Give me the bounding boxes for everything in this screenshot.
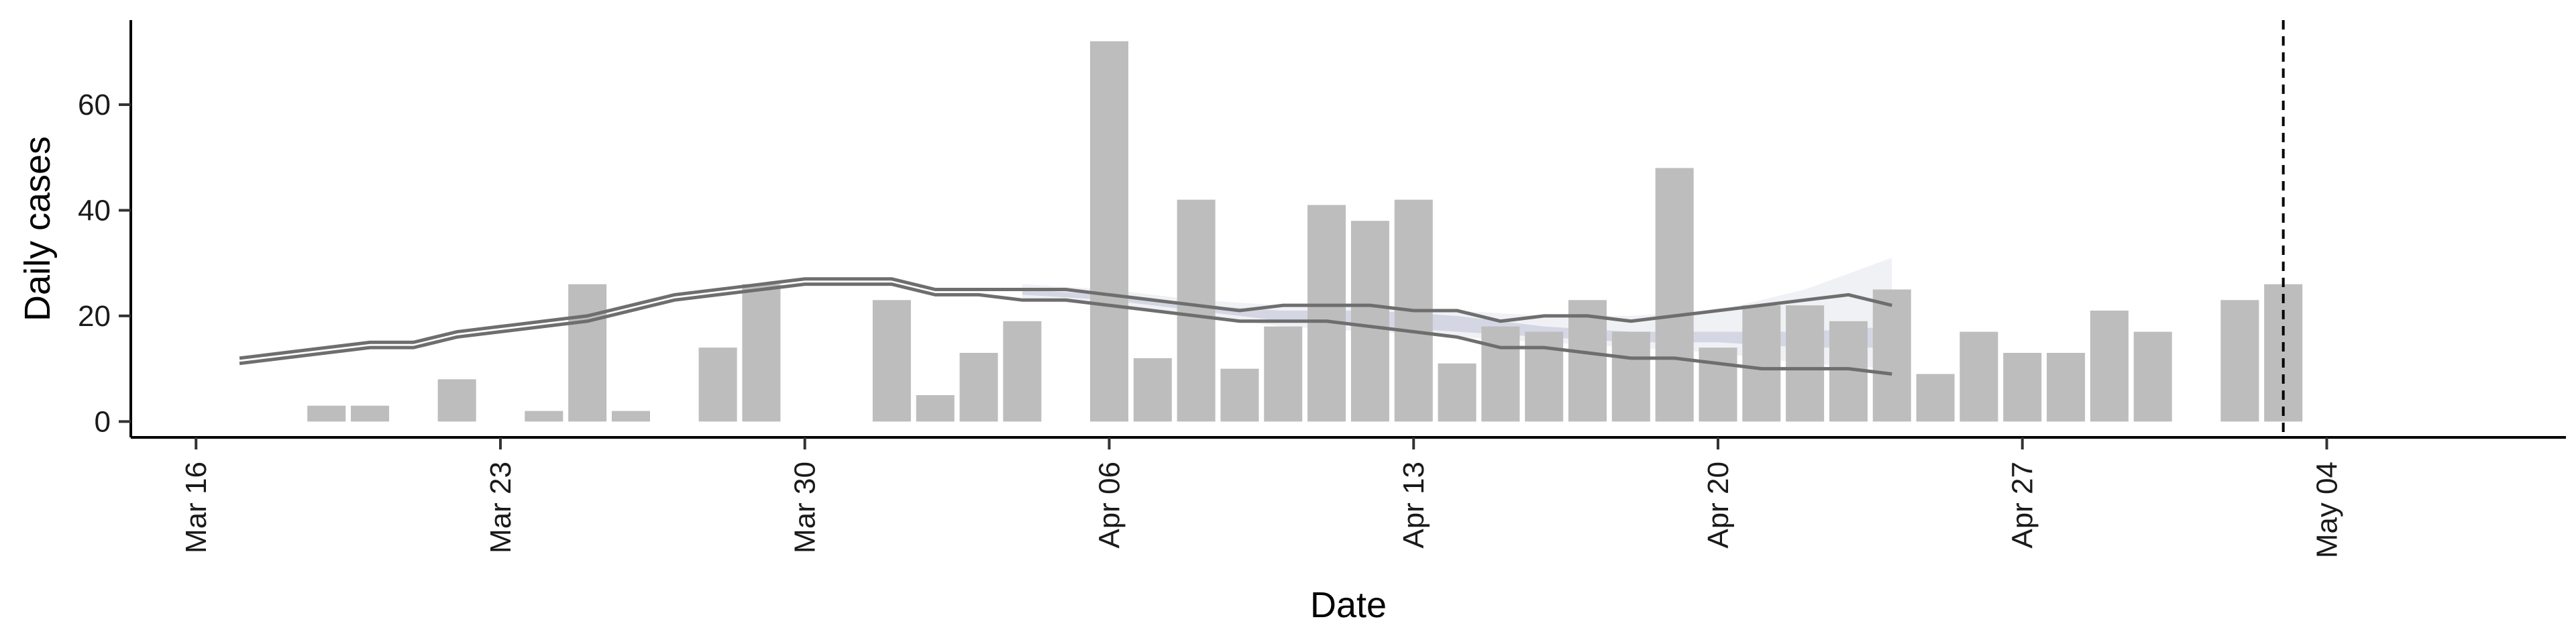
y-axis-title: Daily cases xyxy=(17,136,58,321)
axes: 0 20 40 60 Mar 16 Mar 23 Mar 30 Apr 06 Apr 13 Apr… xyxy=(78,20,2566,558)
bar-apr-02 xyxy=(916,395,955,422)
bar-apr-30 xyxy=(2133,331,2172,422)
y-tick-label: 60 xyxy=(78,89,111,121)
bar-apr-17 xyxy=(1568,300,1607,422)
bar-apr-29 xyxy=(2090,311,2129,422)
x-tick-label: Apr 13 xyxy=(1397,462,1430,549)
bar-apr-08 xyxy=(1177,199,1216,422)
bar-may-02 xyxy=(2220,300,2259,422)
bar-apr-09 xyxy=(1220,368,1259,422)
bar-apr-24 xyxy=(1872,289,1911,422)
bar-mar-24 xyxy=(525,411,564,422)
bar-mar-20 xyxy=(350,405,390,422)
bar-apr-25 xyxy=(1916,374,1955,422)
x-tick-label: Apr 06 xyxy=(1093,462,1126,549)
bar-apr-26 xyxy=(1960,331,1998,422)
trend-line-upper xyxy=(239,277,1892,360)
x-tick-label: Apr 20 xyxy=(1702,462,1735,549)
bar-apr-11 xyxy=(1307,205,1346,422)
bar-mar-25 xyxy=(568,284,607,422)
bar-apr-19 xyxy=(1655,168,1694,422)
x-tick-label: Mar 23 xyxy=(484,462,517,553)
trend-line-lower xyxy=(239,282,1892,376)
bar-mar-26 xyxy=(611,411,650,422)
bar-apr-21 xyxy=(1742,305,1781,422)
bar-apr-06 xyxy=(1089,41,1129,422)
bar-apr-20 xyxy=(1699,347,1737,422)
x-tick-label: Mar 30 xyxy=(789,462,822,553)
bar-apr-03 xyxy=(959,353,998,422)
trend-lines xyxy=(239,20,2285,437)
bar-apr-07 xyxy=(1133,358,1172,422)
bar-may-03 xyxy=(2264,284,2303,422)
y-tick-label: 40 xyxy=(78,194,111,227)
bar-mar-29 xyxy=(742,284,781,422)
bar-apr-10 xyxy=(1264,326,1303,422)
daily-case-bars xyxy=(307,41,2303,422)
bar-apr-14 xyxy=(1438,363,1477,422)
bar-apr-22 xyxy=(1786,305,1825,422)
bar-apr-28 xyxy=(2047,353,2086,422)
x-tick-label: May 04 xyxy=(2310,462,2343,558)
bar-apr-18 xyxy=(1611,331,1650,422)
bar-apr-12 xyxy=(1350,221,1389,422)
y-tick-label: 20 xyxy=(78,300,111,333)
bar-apr-01 xyxy=(872,300,911,422)
bar-mar-28 xyxy=(698,347,737,422)
bar-mar-22 xyxy=(437,379,476,422)
x-tick-label: Mar 16 xyxy=(180,462,213,553)
y-tick-label: 0 xyxy=(95,405,111,438)
bar-apr-04 xyxy=(1003,321,1042,422)
x-tick-label: Apr 27 xyxy=(2006,462,2039,549)
bar-mar-19 xyxy=(307,405,346,422)
bar-apr-15 xyxy=(1481,326,1520,422)
x-axis-title: Date xyxy=(1310,585,1387,625)
bar-apr-16 xyxy=(1525,331,1564,422)
bar-apr-27 xyxy=(2003,353,2042,422)
